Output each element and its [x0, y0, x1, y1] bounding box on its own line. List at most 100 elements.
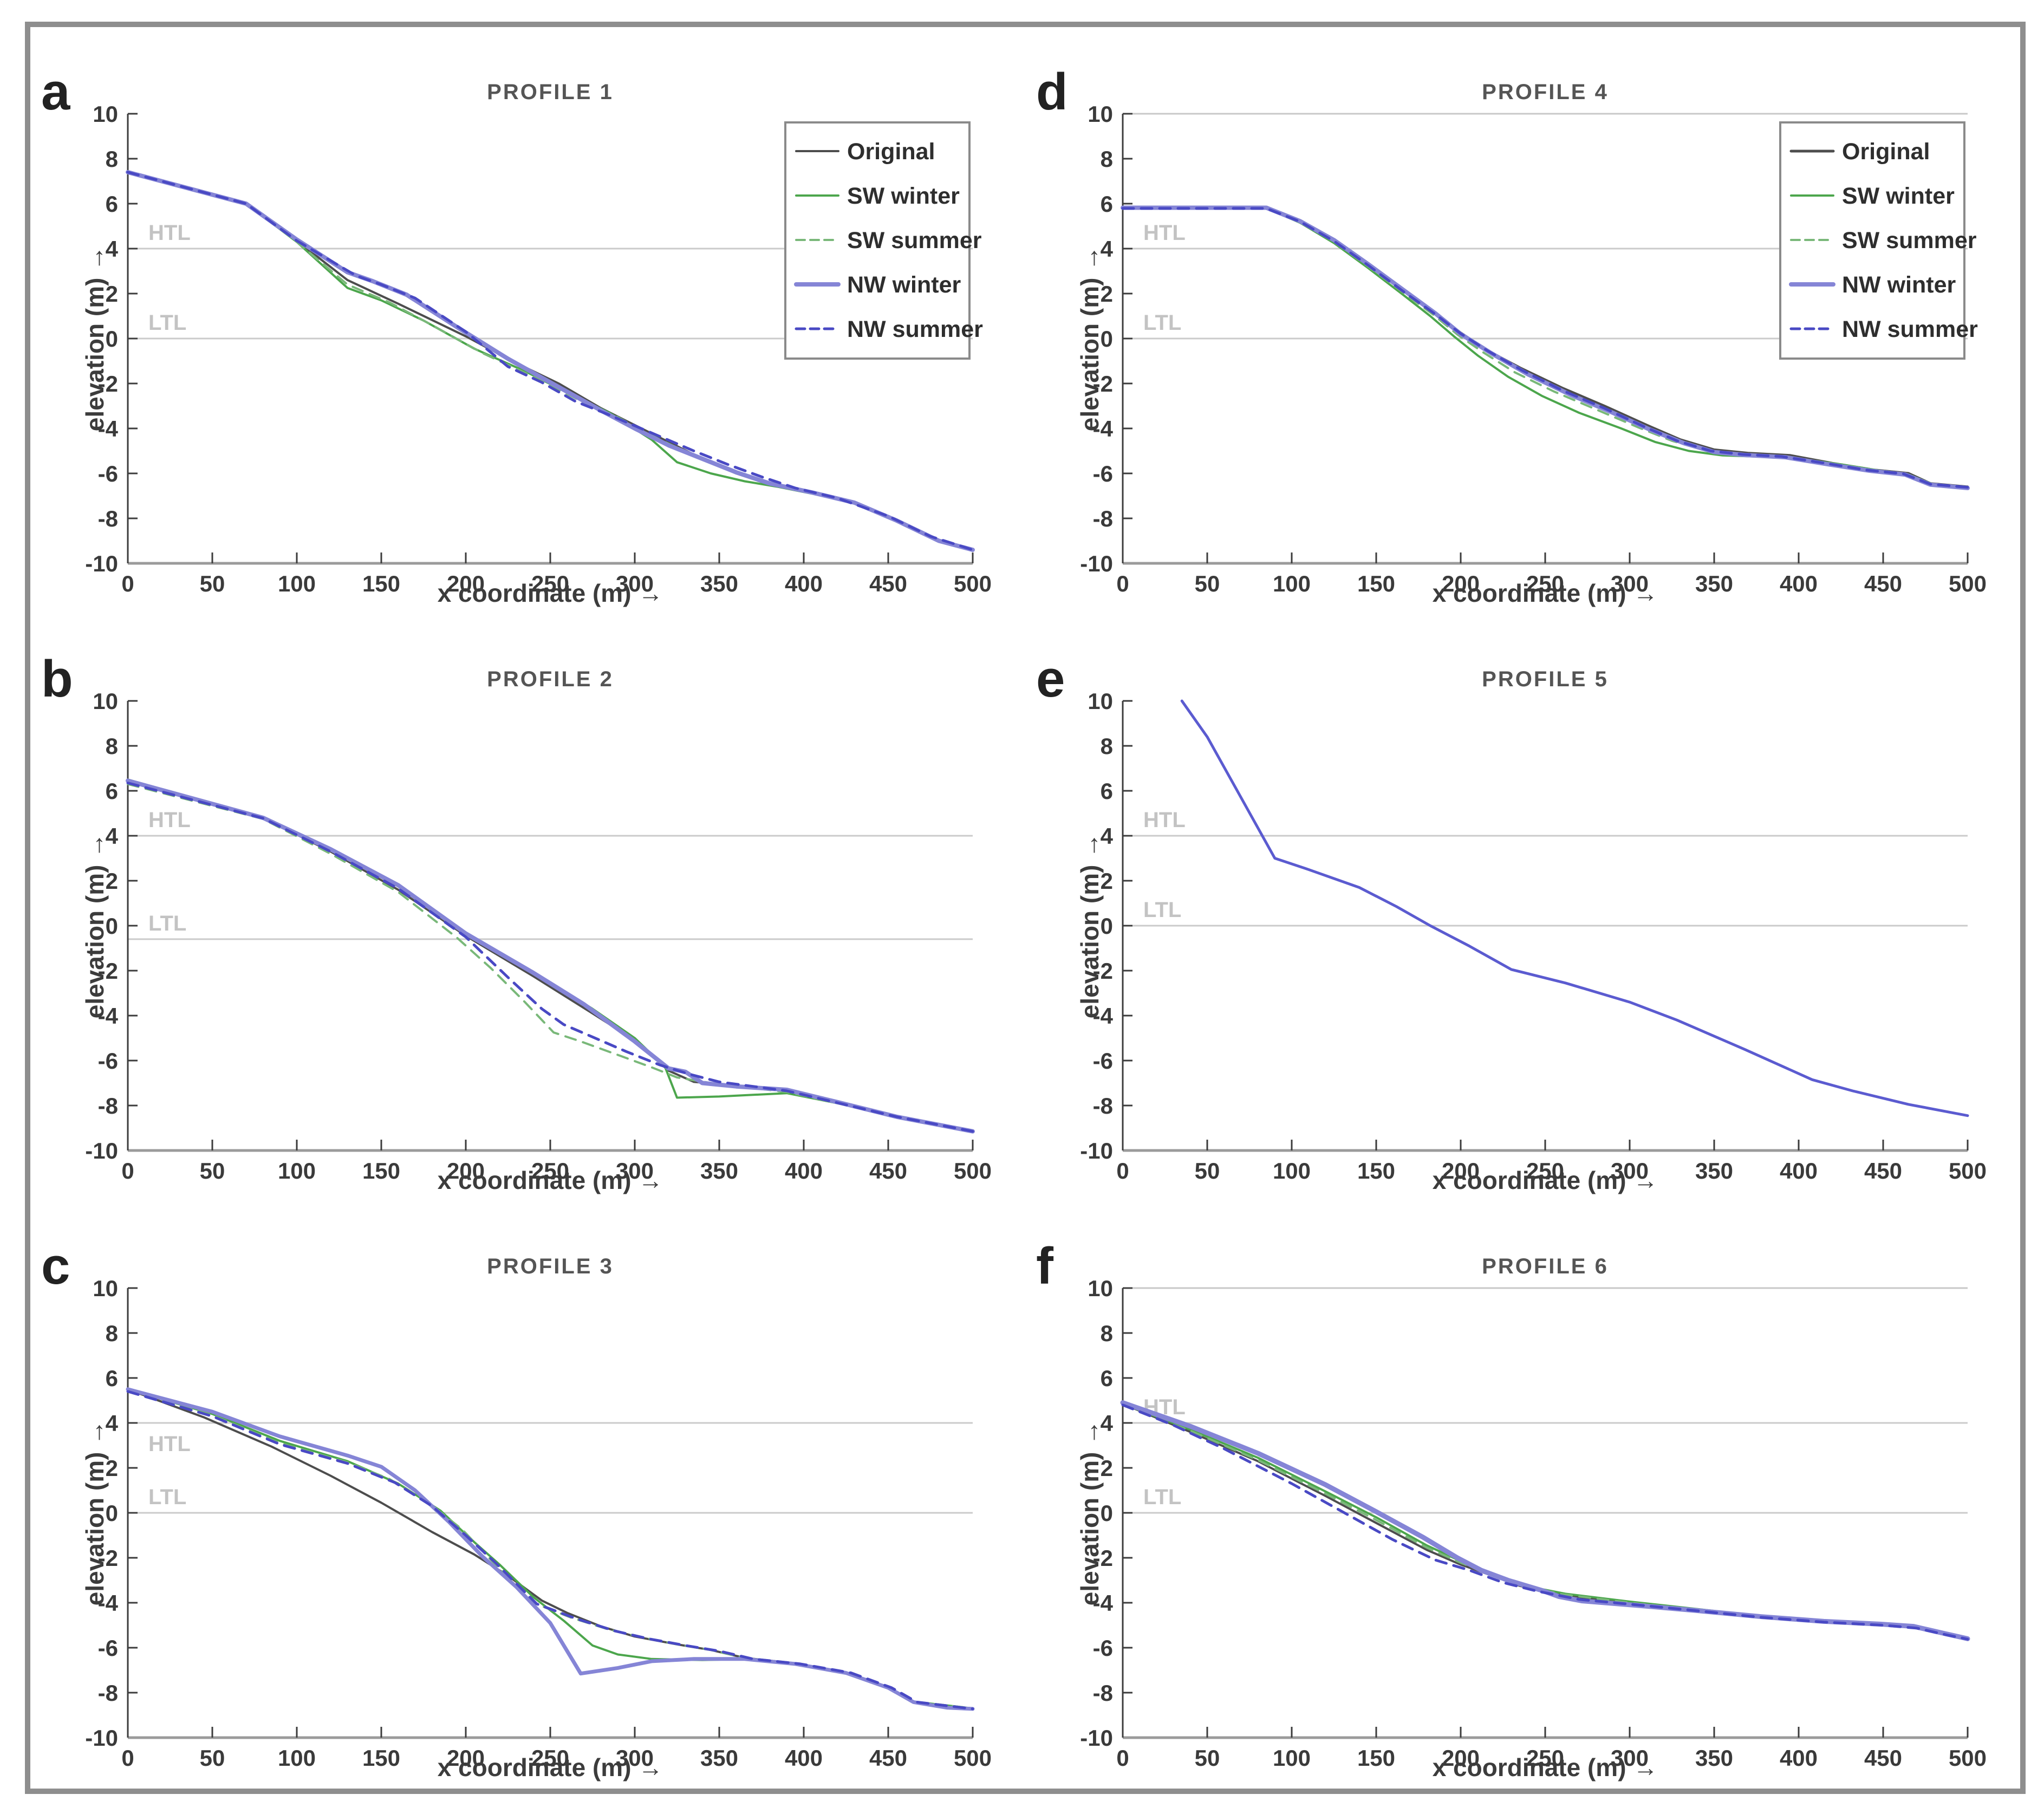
y-tick-label: 2 — [106, 281, 118, 307]
y-tick-label: -10 — [85, 1138, 118, 1163]
y-tick-label: 0 — [106, 326, 118, 352]
panel-letter: f — [1036, 1237, 1053, 1295]
y-tick-label: 8 — [1101, 146, 1113, 172]
y-tick-label: 6 — [1101, 1366, 1113, 1391]
y-axis-label: elevation (m) → — [1076, 1420, 1104, 1606]
profile-3-chart: HTL LTL -10 -8 -6 -4 -2 0 2 4 6 8 10 0 50 100 150 200 250 3… — [36, 1207, 1031, 1794]
series-line-nw-winter — [1120, 1400, 1970, 1641]
y-tick-label: -4 — [1093, 416, 1114, 441]
x-tick-label: 50 — [1195, 1745, 1220, 1771]
panel-title: PROFILE 6 — [1482, 1254, 1609, 1278]
x-tick-label: 150 — [362, 571, 400, 596]
panel-letter: d — [1036, 63, 1068, 121]
y-tick-label: -6 — [98, 1048, 118, 1074]
y-tick-label: -6 — [1093, 1048, 1113, 1074]
panel-b: HTL LTL -10 -8 -6 -4 -2 0 2 4 6 8 10 0 50 100 150 200 250 3… — [36, 620, 1031, 1207]
y-axis-label: elevation (m) → — [81, 1420, 109, 1606]
x-axis-label: x coordinate (m) → — [1432, 579, 1658, 607]
y-tick-label: 4 — [106, 823, 119, 849]
x-tick-label: 350 — [1695, 1745, 1733, 1771]
x-tick-label: 500 — [954, 1158, 992, 1184]
y-tick-label: -2 — [98, 958, 118, 984]
y-axis-label: elevation (m) → — [81, 245, 109, 432]
x-tick-label: 150 — [1357, 1745, 1395, 1771]
y-tick-label: 10 — [93, 688, 118, 714]
panel-a: HTL LTL -10 -8 -6 -4 -2 0 2 4 6 8 10 0 50 100 150 200 250 3… — [36, 32, 1031, 620]
x-tick-label: 400 — [1780, 571, 1818, 596]
y-axis-label: elevation (m) → — [1076, 245, 1104, 432]
x-tick-label: 0 — [121, 1158, 134, 1184]
y-tick-label: 10 — [1088, 688, 1113, 714]
y-tick-label: 8 — [106, 1321, 118, 1346]
x-tick-label: 100 — [1273, 571, 1311, 596]
x-axis-label: x coordinate (m) → — [1432, 1166, 1658, 1194]
y-tick-label: -8 — [98, 1093, 118, 1119]
panel-letter: e — [1036, 650, 1065, 708]
y-tick-label: -2 — [1093, 958, 1113, 984]
legend-label: NW summer — [1842, 316, 1978, 342]
y-tick-label: 2 — [106, 868, 118, 894]
x-tick-label: 450 — [1864, 1158, 1902, 1184]
series-line-nw-summer — [126, 782, 974, 1133]
y-tick-label: 2 — [1101, 868, 1113, 894]
ref-label-LTL: LTL — [148, 1485, 186, 1509]
y-tick-label: 0 — [106, 913, 118, 939]
y-tick-label: -6 — [98, 1635, 118, 1661]
y-tick-label: 6 — [106, 1366, 118, 1391]
ref-label-HTL: HTL — [1143, 808, 1186, 832]
y-axis-label: elevation (m) → — [81, 833, 109, 1019]
x-tick-label: 450 — [869, 571, 907, 596]
y-tick-label: 6 — [106, 191, 118, 217]
legend-label: SW summer — [847, 227, 982, 253]
x-tick-label: 450 — [869, 1158, 907, 1184]
x-tick-label: 200 — [447, 571, 485, 596]
y-tick-label: -4 — [1093, 1003, 1114, 1029]
x-tick-label: 150 — [362, 1745, 400, 1771]
y-tick-label: -8 — [1093, 1093, 1113, 1119]
x-tick-label: 50 — [200, 571, 225, 596]
ref-label-LTL: LTL — [148, 311, 186, 335]
x-axis-label: x coordinate (m) → — [437, 579, 663, 607]
ref-label-HTL: HTL — [148, 221, 191, 245]
y-tick-label: -10 — [85, 1725, 118, 1751]
figure-frame: HTL LTL -10 -8 -6 -4 -2 0 2 4 6 8 10 0 50 100 150 200 250 3… — [25, 22, 2026, 1794]
y-tick-label: 2 — [1101, 281, 1113, 307]
panel-letter: a — [41, 63, 70, 121]
profile-6-chart: HTL LTL -10 -8 -6 -4 -2 0 2 4 6 8 10 0 50 100 150 200 250 3… — [1031, 1207, 2026, 1794]
profile-4-chart: HTL LTL -10 -8 -6 -4 -2 0 2 4 6 8 10 0 50 100 150 200 250 3… — [1031, 32, 2026, 620]
y-tick-label: 2 — [1101, 1455, 1113, 1481]
x-tick-label: 200 — [1442, 571, 1480, 596]
y-tick-label: 2 — [106, 1455, 118, 1481]
y-tick-label: 8 — [106, 146, 118, 172]
x-tick-label: 50 — [200, 1745, 225, 1771]
series-line-sw-summer — [1122, 1403, 1969, 1640]
x-tick-label: 50 — [1195, 1158, 1220, 1184]
series-line-original — [127, 778, 974, 1133]
series-line-nw-winter — [1180, 699, 1969, 1117]
y-tick-label: -8 — [98, 506, 118, 531]
x-tick-label: 500 — [1949, 571, 1987, 596]
x-tick-label: 400 — [1780, 1158, 1818, 1184]
series-line-nw-summer — [126, 171, 974, 551]
series-line-original — [1181, 700, 1969, 1117]
y-tick-label: 10 — [93, 1276, 118, 1301]
y-tick-label: 0 — [106, 1500, 118, 1526]
x-tick-label: 300 — [1611, 571, 1649, 596]
panel-title: PROFILE 2 — [487, 667, 614, 691]
x-tick-label: 300 — [616, 1158, 654, 1184]
panel-title: PROFILE 3 — [487, 1254, 614, 1278]
y-tick-label: -8 — [1093, 506, 1113, 531]
x-tick-label: 500 — [1949, 1745, 1987, 1771]
legend-label: SW winter — [1842, 183, 1955, 209]
series-line-sw-winter — [127, 1388, 974, 1709]
y-tick-label: 6 — [1101, 191, 1113, 217]
y-tick-label: -2 — [1093, 371, 1113, 396]
x-tick-label: 150 — [362, 1158, 400, 1184]
series-line-sw-winter — [127, 778, 974, 1133]
ref-label-LTL: LTL — [1143, 311, 1181, 335]
x-tick-label: 100 — [278, 571, 316, 596]
x-tick-label: 400 — [785, 1158, 823, 1184]
x-tick-label: 350 — [700, 571, 738, 596]
